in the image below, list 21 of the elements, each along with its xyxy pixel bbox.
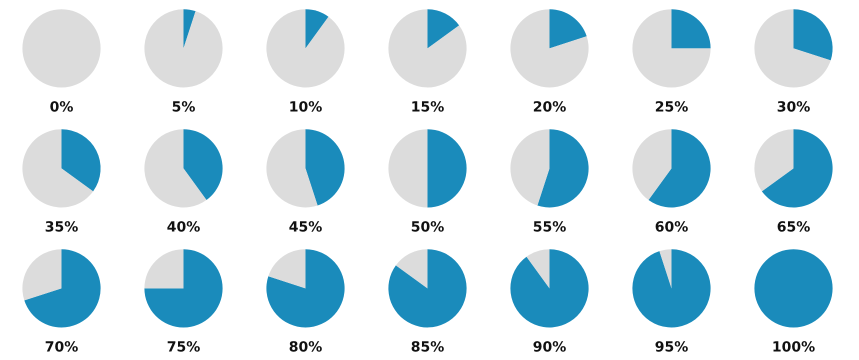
text: 40% xyxy=(166,220,200,236)
text: 75% xyxy=(166,340,200,356)
text: 5% xyxy=(172,100,196,116)
text: 15% xyxy=(410,100,444,116)
text: 70% xyxy=(44,340,78,356)
text: 55% xyxy=(532,220,566,236)
text: 90% xyxy=(532,340,566,356)
text: 95% xyxy=(654,340,688,356)
text: 65% xyxy=(776,220,810,236)
text: 100% xyxy=(772,340,816,356)
text: 25% xyxy=(654,100,688,116)
text: 80% xyxy=(288,340,322,356)
text: 35% xyxy=(44,220,78,236)
text: 20% xyxy=(532,100,566,116)
text: 0% xyxy=(50,100,74,116)
text: 85% xyxy=(410,340,444,356)
text: 10% xyxy=(288,100,322,116)
text: 50% xyxy=(410,220,444,236)
text: 30% xyxy=(776,100,810,116)
text: 60% xyxy=(654,220,688,236)
text: 45% xyxy=(288,220,322,236)
